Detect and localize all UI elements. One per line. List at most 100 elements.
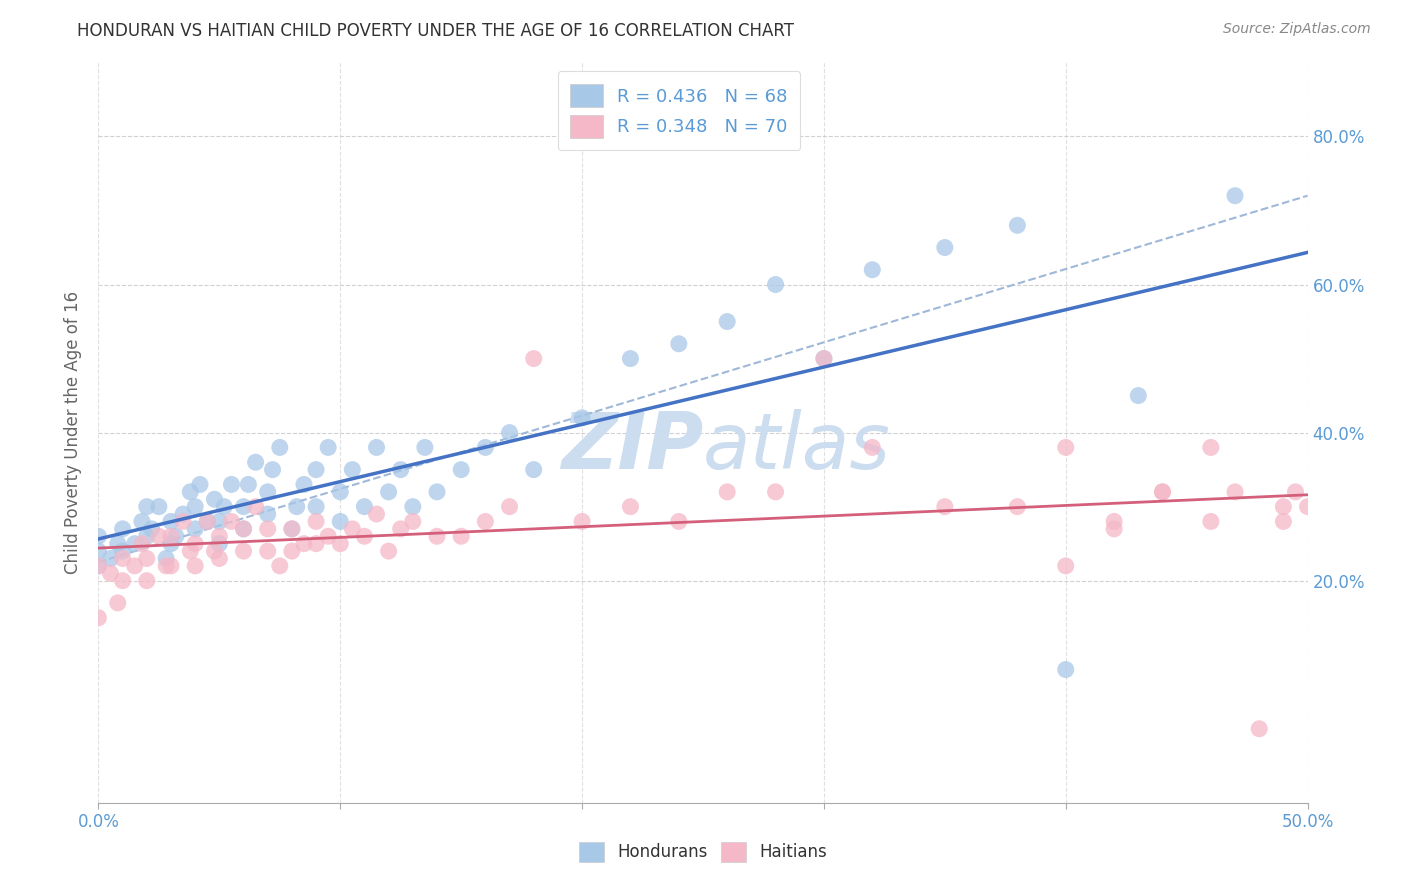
Point <box>474 515 496 529</box>
Point <box>184 558 207 573</box>
Point <box>1102 515 1125 529</box>
Point <box>716 484 738 499</box>
Point <box>256 484 278 499</box>
Point <box>141 522 163 536</box>
Point <box>377 544 399 558</box>
Point <box>256 522 278 536</box>
Point <box>860 262 883 277</box>
Point <box>498 425 520 440</box>
Point <box>281 522 304 536</box>
Point <box>860 441 883 455</box>
Point <box>292 477 315 491</box>
Point <box>111 551 134 566</box>
Point <box>135 529 157 543</box>
Point <box>87 610 110 624</box>
Point <box>366 507 388 521</box>
Point <box>165 529 187 543</box>
Point <box>232 522 254 536</box>
Point <box>1223 188 1246 202</box>
Point <box>269 558 291 573</box>
Point <box>402 515 425 529</box>
Point <box>305 536 328 550</box>
Point <box>377 484 399 499</box>
Point <box>135 500 157 514</box>
Point <box>1272 500 1295 514</box>
Point <box>100 551 122 566</box>
Point <box>135 574 157 588</box>
Point <box>111 574 134 588</box>
Point <box>281 544 304 558</box>
Point <box>131 515 153 529</box>
Point <box>523 462 546 476</box>
Point <box>155 558 177 573</box>
Point <box>353 529 375 543</box>
Point <box>160 515 183 529</box>
Point <box>305 515 328 529</box>
Point <box>934 240 956 255</box>
Point <box>389 462 412 476</box>
Point <box>813 351 835 366</box>
Point <box>135 551 157 566</box>
Point <box>184 522 207 536</box>
Point <box>1128 388 1150 402</box>
Point <box>111 522 134 536</box>
Point <box>366 441 388 455</box>
Point <box>160 529 183 543</box>
Point <box>184 500 207 514</box>
Point <box>765 277 787 292</box>
Point <box>160 558 183 573</box>
Point <box>232 522 254 536</box>
Point <box>87 529 110 543</box>
Point <box>269 441 291 455</box>
Point <box>619 351 641 366</box>
Point <box>100 566 122 581</box>
Point <box>1296 500 1319 514</box>
Point <box>292 536 315 550</box>
Point <box>221 477 243 491</box>
Point <box>179 484 201 499</box>
Point <box>124 536 146 550</box>
Point <box>1223 484 1246 499</box>
Point <box>389 522 412 536</box>
Point <box>402 500 425 514</box>
Point <box>208 551 231 566</box>
Point <box>184 536 207 550</box>
Point <box>716 314 738 328</box>
Point <box>131 536 153 550</box>
Y-axis label: Child Poverty Under the Age of 16: Child Poverty Under the Age of 16 <box>65 291 83 574</box>
Point <box>329 484 352 499</box>
Text: HONDURAN VS HAITIAN CHILD POVERTY UNDER THE AGE OF 16 CORRELATION CHART: HONDURAN VS HAITIAN CHILD POVERTY UNDER … <box>77 22 794 40</box>
Point <box>221 515 243 529</box>
Point <box>342 522 364 536</box>
Point <box>179 544 201 558</box>
Legend: Hondurans, Haitians: Hondurans, Haitians <box>572 835 834 869</box>
Point <box>316 441 339 455</box>
Point <box>342 462 364 476</box>
Point <box>571 515 593 529</box>
Point <box>204 544 226 558</box>
Point <box>232 544 254 558</box>
Point <box>87 558 110 573</box>
Point <box>172 515 194 529</box>
Point <box>111 544 134 558</box>
Point <box>238 477 260 491</box>
Point <box>245 500 267 514</box>
Point <box>1152 484 1174 499</box>
Point <box>474 441 496 455</box>
Point <box>619 500 641 514</box>
Point <box>426 484 449 499</box>
Point <box>107 536 129 550</box>
Point <box>1102 522 1125 536</box>
Point <box>148 500 170 514</box>
Point <box>87 544 110 558</box>
Point <box>329 536 352 550</box>
Point <box>1199 441 1222 455</box>
Point <box>204 492 226 507</box>
Text: atlas: atlas <box>703 409 891 485</box>
Point <box>87 558 110 573</box>
Point <box>1054 558 1077 573</box>
Point <box>934 500 956 514</box>
Point <box>1272 515 1295 529</box>
Point <box>256 544 278 558</box>
Point <box>1054 663 1077 677</box>
